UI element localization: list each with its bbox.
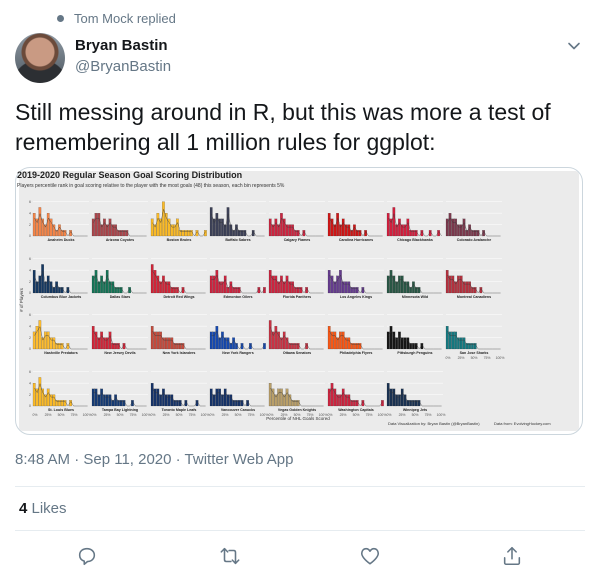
author-handle[interactable]: @BryanBastin [75, 58, 172, 75]
chart-background [19, 171, 579, 431]
likes-count[interactable]: 4 Likes [19, 500, 67, 517]
likes-number: 4 [19, 500, 28, 517]
chevron-down-icon[interactable] [566, 38, 582, 54]
divider [15, 530, 585, 531]
heart-icon[interactable] [359, 545, 381, 567]
share-icon[interactable] [501, 545, 523, 567]
divider [15, 486, 585, 487]
tweet-text: Still messing around in R, but this was … [15, 99, 551, 155]
tweet-timestamp[interactable]: 8:48 AM · Sep 11, 2020 · Twitter Web App [15, 451, 294, 468]
reply-indicator-icon [57, 15, 64, 22]
social-context-text: Tom Mock replied [74, 11, 176, 26]
social-context[interactable]: Tom Mock replied [57, 11, 176, 26]
retweet-icon[interactable] [219, 545, 241, 567]
likes-label: Likes [27, 500, 67, 517]
chart-title: 2019-2020 Regular Season Goal Scoring Di… [17, 170, 243, 180]
chart-caption-right: Data from: EvolvingHockey.com [494, 421, 551, 426]
reply-icon[interactable] [76, 545, 98, 567]
tweet-media[interactable] [15, 167, 583, 435]
chart-caption-left: Data Visualization by: Bryan Bastin (@Br… [388, 421, 480, 426]
author-name[interactable]: Bryan Bastin [75, 37, 168, 54]
chart-subtitle: Players percentile rank in goal scoring … [17, 183, 285, 189]
avatar[interactable] [15, 33, 65, 83]
